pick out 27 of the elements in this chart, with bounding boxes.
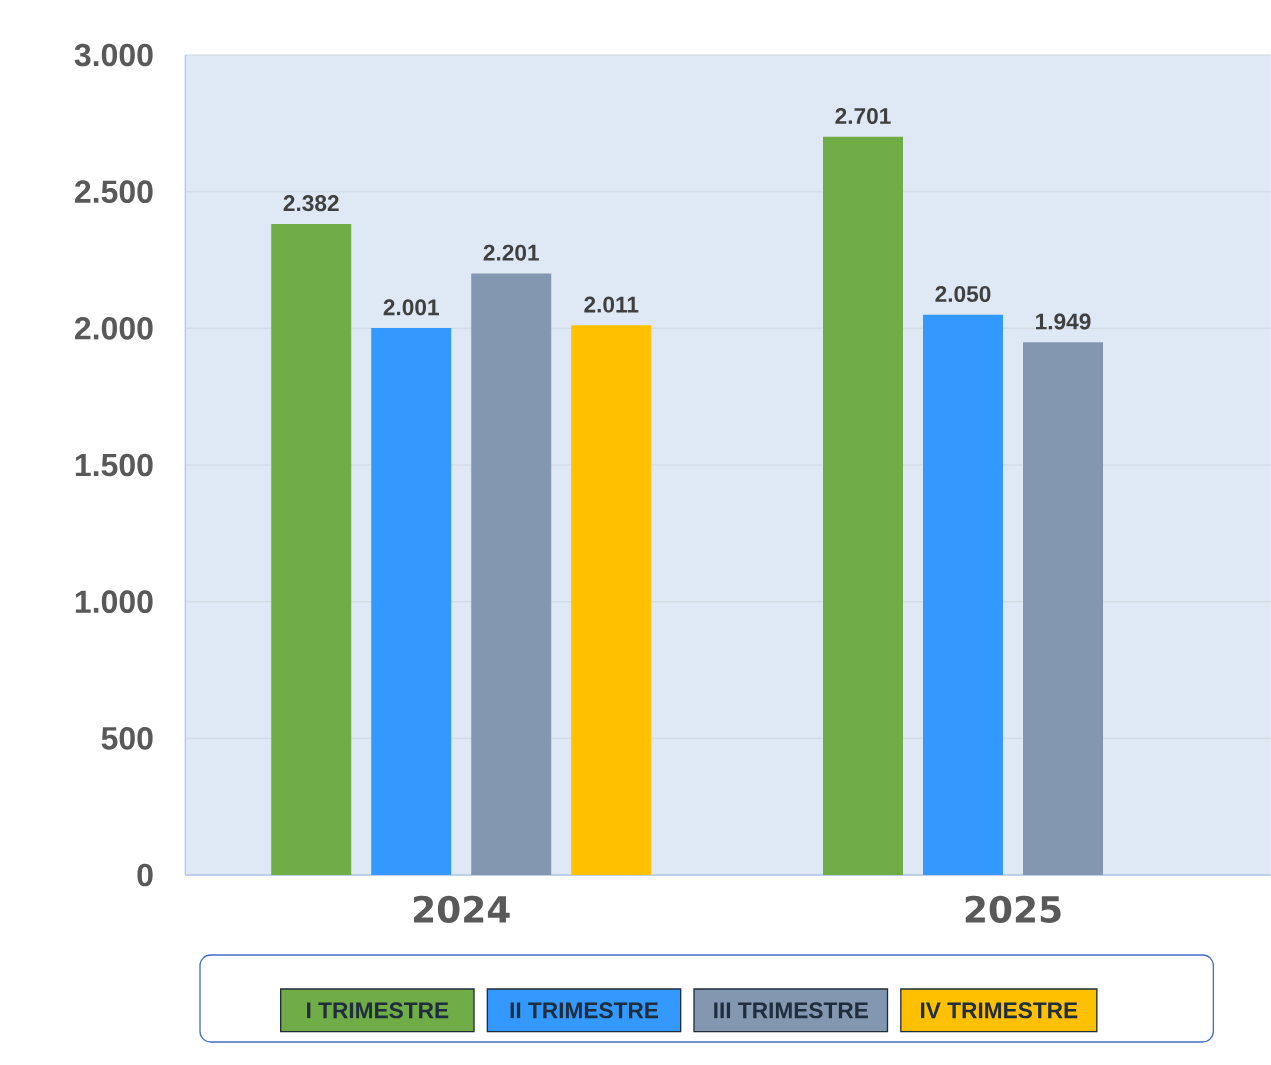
text: II TRIMESTRE [510, 1002, 659, 1019]
bar [371, 328, 452, 875]
data-label: 2.382 [283, 195, 339, 212]
y-tick-label: 2.000 [74, 317, 153, 340]
data-label: 2.701 [835, 107, 891, 125]
text: I TRIMESTRE [307, 1002, 449, 1019]
data-label: 2.201 [483, 244, 539, 261]
bar [571, 325, 652, 875]
y-tick-label: 0 [137, 863, 153, 887]
x-tick-label: 2025 [965, 895, 1061, 923]
y-tick-label: 2.500 [74, 180, 153, 203]
data-label: 2.050 [935, 285, 991, 302]
text: III TRIMESTRE [714, 1002, 868, 1019]
y-tick-label: 500 [101, 727, 153, 750]
bar [471, 273, 552, 875]
text: IV TRIMESTRE [921, 1002, 1078, 1019]
y-tick-label: 1.000 [75, 590, 153, 613]
data-label: 2.011 [584, 296, 639, 313]
data-label: 1.949 [1036, 313, 1091, 330]
bar [1023, 342, 1103, 875]
y-tick-label: 1.500 [75, 453, 153, 477]
y-tick-label: 3.000 [74, 43, 153, 67]
x-tick-label: 2024 [413, 895, 510, 923]
bar [271, 223, 352, 875]
data-label: 2.001 [383, 299, 439, 316]
bar [923, 314, 1003, 875]
bar [822, 136, 903, 875]
